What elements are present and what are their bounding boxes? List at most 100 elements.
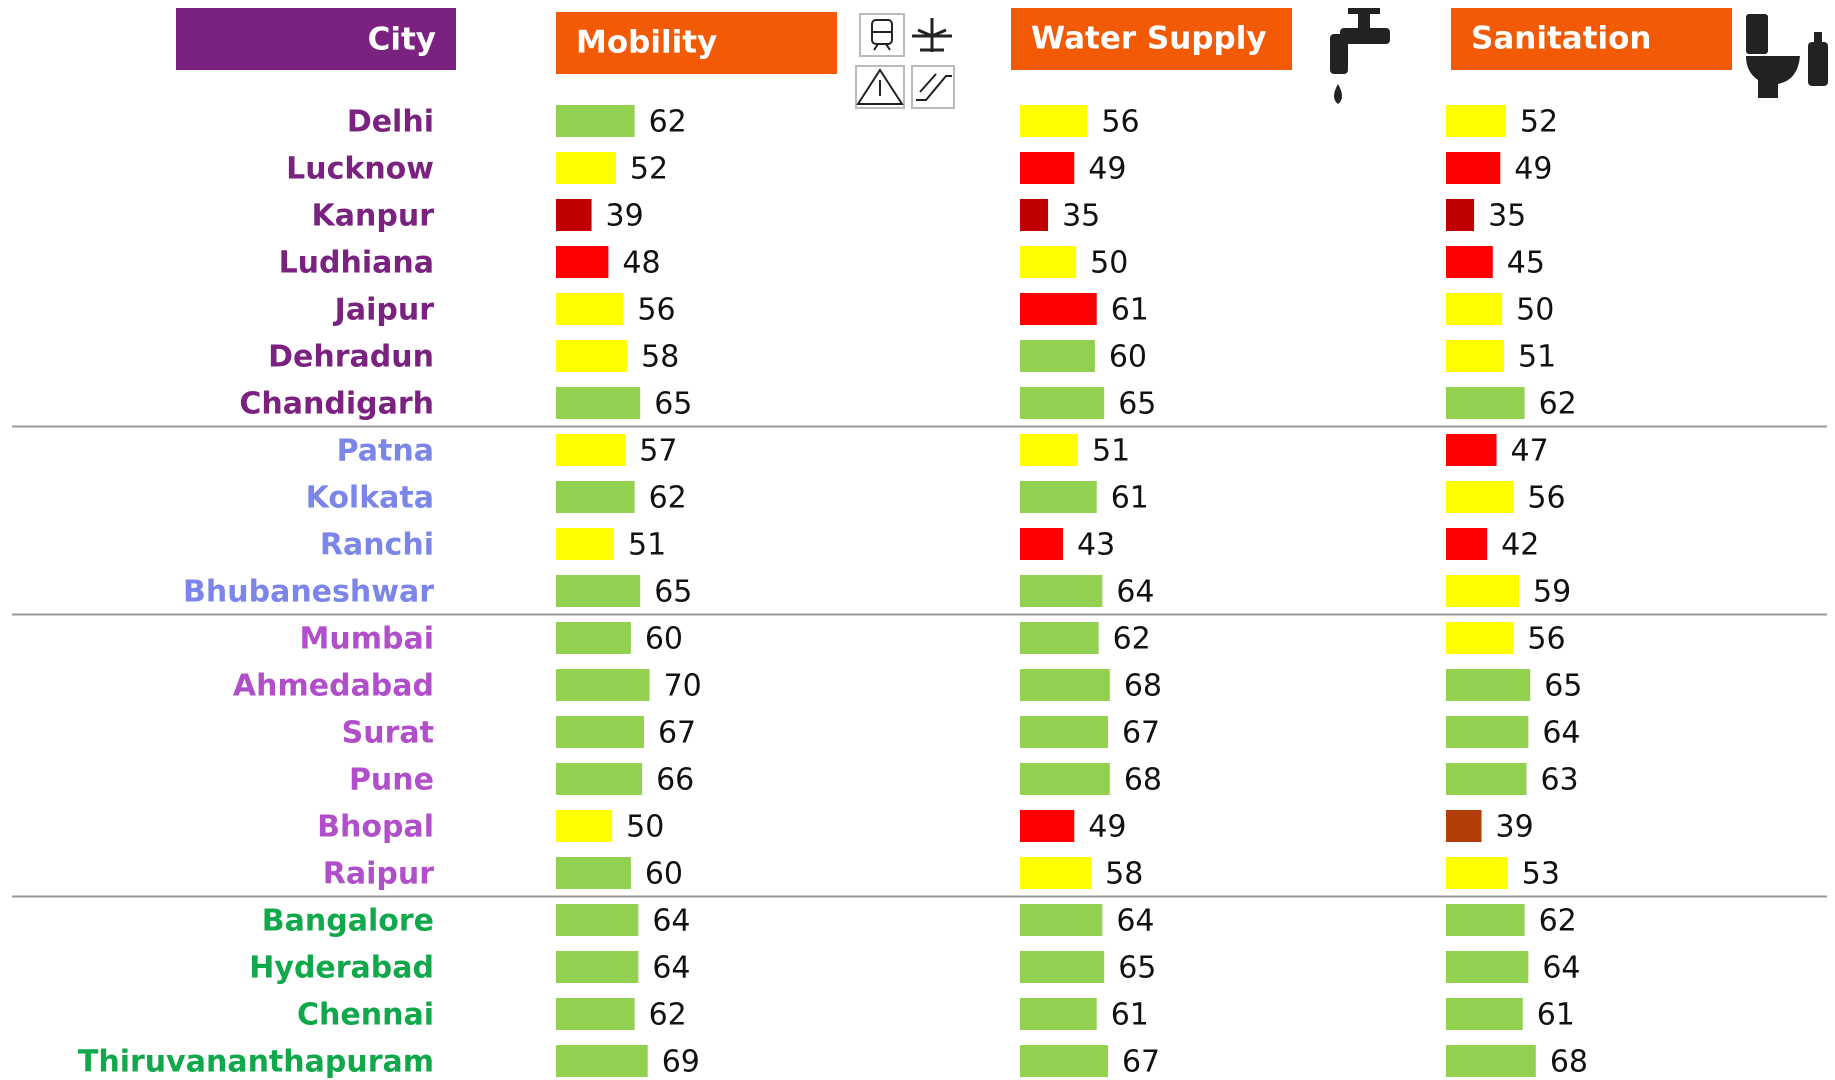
value-label: 51 xyxy=(1518,340,1556,375)
bar xyxy=(1446,152,1501,184)
city-label: Ahmedabad xyxy=(233,669,434,704)
bar xyxy=(1446,998,1523,1030)
bar xyxy=(556,481,635,513)
series-header: Mobility xyxy=(576,25,717,61)
series-header: Sanitation xyxy=(1471,21,1652,57)
bar xyxy=(556,199,592,231)
city-label: Ludhiana xyxy=(279,246,434,281)
bar xyxy=(1020,763,1110,795)
bar xyxy=(1446,293,1503,325)
series-header: Water Supply xyxy=(1031,21,1267,57)
bar xyxy=(556,763,643,795)
city-label: Delhi xyxy=(347,105,434,140)
value-label: 60 xyxy=(645,622,683,657)
value-label: 61 xyxy=(1537,998,1575,1033)
value-label: 56 xyxy=(1527,622,1565,657)
bar xyxy=(1446,199,1475,231)
bar xyxy=(1020,622,1099,654)
bar xyxy=(1020,340,1095,372)
value-label: 51 xyxy=(628,528,666,563)
value-label: 56 xyxy=(1527,481,1565,516)
bar xyxy=(1446,481,1514,513)
bar xyxy=(1446,387,1525,419)
value-label: 64 xyxy=(652,951,690,986)
value-label: 61 xyxy=(1111,998,1149,1033)
bar xyxy=(556,622,631,654)
value-label: 57 xyxy=(639,434,677,469)
bar xyxy=(1446,669,1531,701)
value-label: 64 xyxy=(1116,575,1154,610)
value-label: 69 xyxy=(662,1045,700,1080)
bar xyxy=(556,669,650,701)
bar xyxy=(1446,528,1488,560)
city-header: City xyxy=(368,22,436,58)
value-label: 58 xyxy=(1105,857,1143,892)
value-label: 52 xyxy=(630,152,668,187)
bar xyxy=(1020,857,1092,889)
value-label: 67 xyxy=(1122,1045,1160,1080)
city-label: Jaipur xyxy=(333,293,435,328)
bar xyxy=(556,716,644,748)
value-label: 64 xyxy=(1542,716,1580,751)
bar xyxy=(1020,293,1097,325)
value-label: 65 xyxy=(654,575,692,610)
bar xyxy=(1020,904,1103,936)
bar xyxy=(1446,763,1527,795)
bar xyxy=(1020,105,1088,137)
bar xyxy=(1446,857,1508,889)
value-label: 56 xyxy=(1101,105,1139,140)
toilet-icon xyxy=(1746,14,1828,98)
bar xyxy=(556,1045,648,1077)
city-label: Kanpur xyxy=(312,199,435,234)
value-label: 35 xyxy=(1062,199,1100,234)
bar xyxy=(1446,1045,1536,1077)
value-label: 64 xyxy=(1542,951,1580,986)
bar xyxy=(1020,246,1077,278)
value-label: 43 xyxy=(1077,528,1115,563)
value-label: 65 xyxy=(1118,951,1156,986)
bar xyxy=(1446,246,1493,278)
bar xyxy=(1020,716,1108,748)
city-label: Bhopal xyxy=(317,810,434,845)
value-label: 62 xyxy=(1113,622,1151,657)
city-label: Patna xyxy=(337,434,434,469)
bar xyxy=(1020,951,1105,983)
value-label: 49 xyxy=(1088,810,1126,845)
bar xyxy=(1446,716,1529,748)
mobility-icons xyxy=(855,13,955,109)
city-label: Ranchi xyxy=(320,528,434,563)
bar xyxy=(1446,810,1482,842)
bar xyxy=(1020,434,1079,466)
bar xyxy=(1020,528,1064,560)
city-label: Thiruvananthapuram xyxy=(78,1045,434,1080)
bar xyxy=(556,857,631,889)
bar xyxy=(556,998,635,1030)
value-label: 58 xyxy=(641,340,679,375)
bar xyxy=(1446,575,1519,607)
bar xyxy=(1446,622,1514,654)
header-box xyxy=(1451,8,1732,70)
bar xyxy=(1446,105,1506,137)
header-box xyxy=(556,12,837,74)
value-label: 42 xyxy=(1501,528,1539,563)
value-label: 65 xyxy=(1118,387,1156,422)
bar xyxy=(556,387,641,419)
bar xyxy=(1020,387,1105,419)
bar xyxy=(1446,951,1529,983)
bar xyxy=(556,904,639,936)
value-label: 67 xyxy=(1122,716,1160,751)
value-label: 62 xyxy=(649,105,687,140)
city-label: Hyderabad xyxy=(249,951,434,986)
bar xyxy=(1020,152,1075,184)
bar xyxy=(1020,810,1075,842)
bar xyxy=(1446,340,1505,372)
bar xyxy=(1446,904,1525,936)
value-label: 66 xyxy=(656,763,694,798)
bar xyxy=(1446,434,1497,466)
value-label: 65 xyxy=(654,387,692,422)
value-label: 48 xyxy=(622,246,660,281)
value-label: 47 xyxy=(1511,434,1549,469)
city-header-box xyxy=(176,8,456,70)
city-label: Dehradun xyxy=(268,340,434,375)
value-label: 64 xyxy=(1116,904,1154,939)
